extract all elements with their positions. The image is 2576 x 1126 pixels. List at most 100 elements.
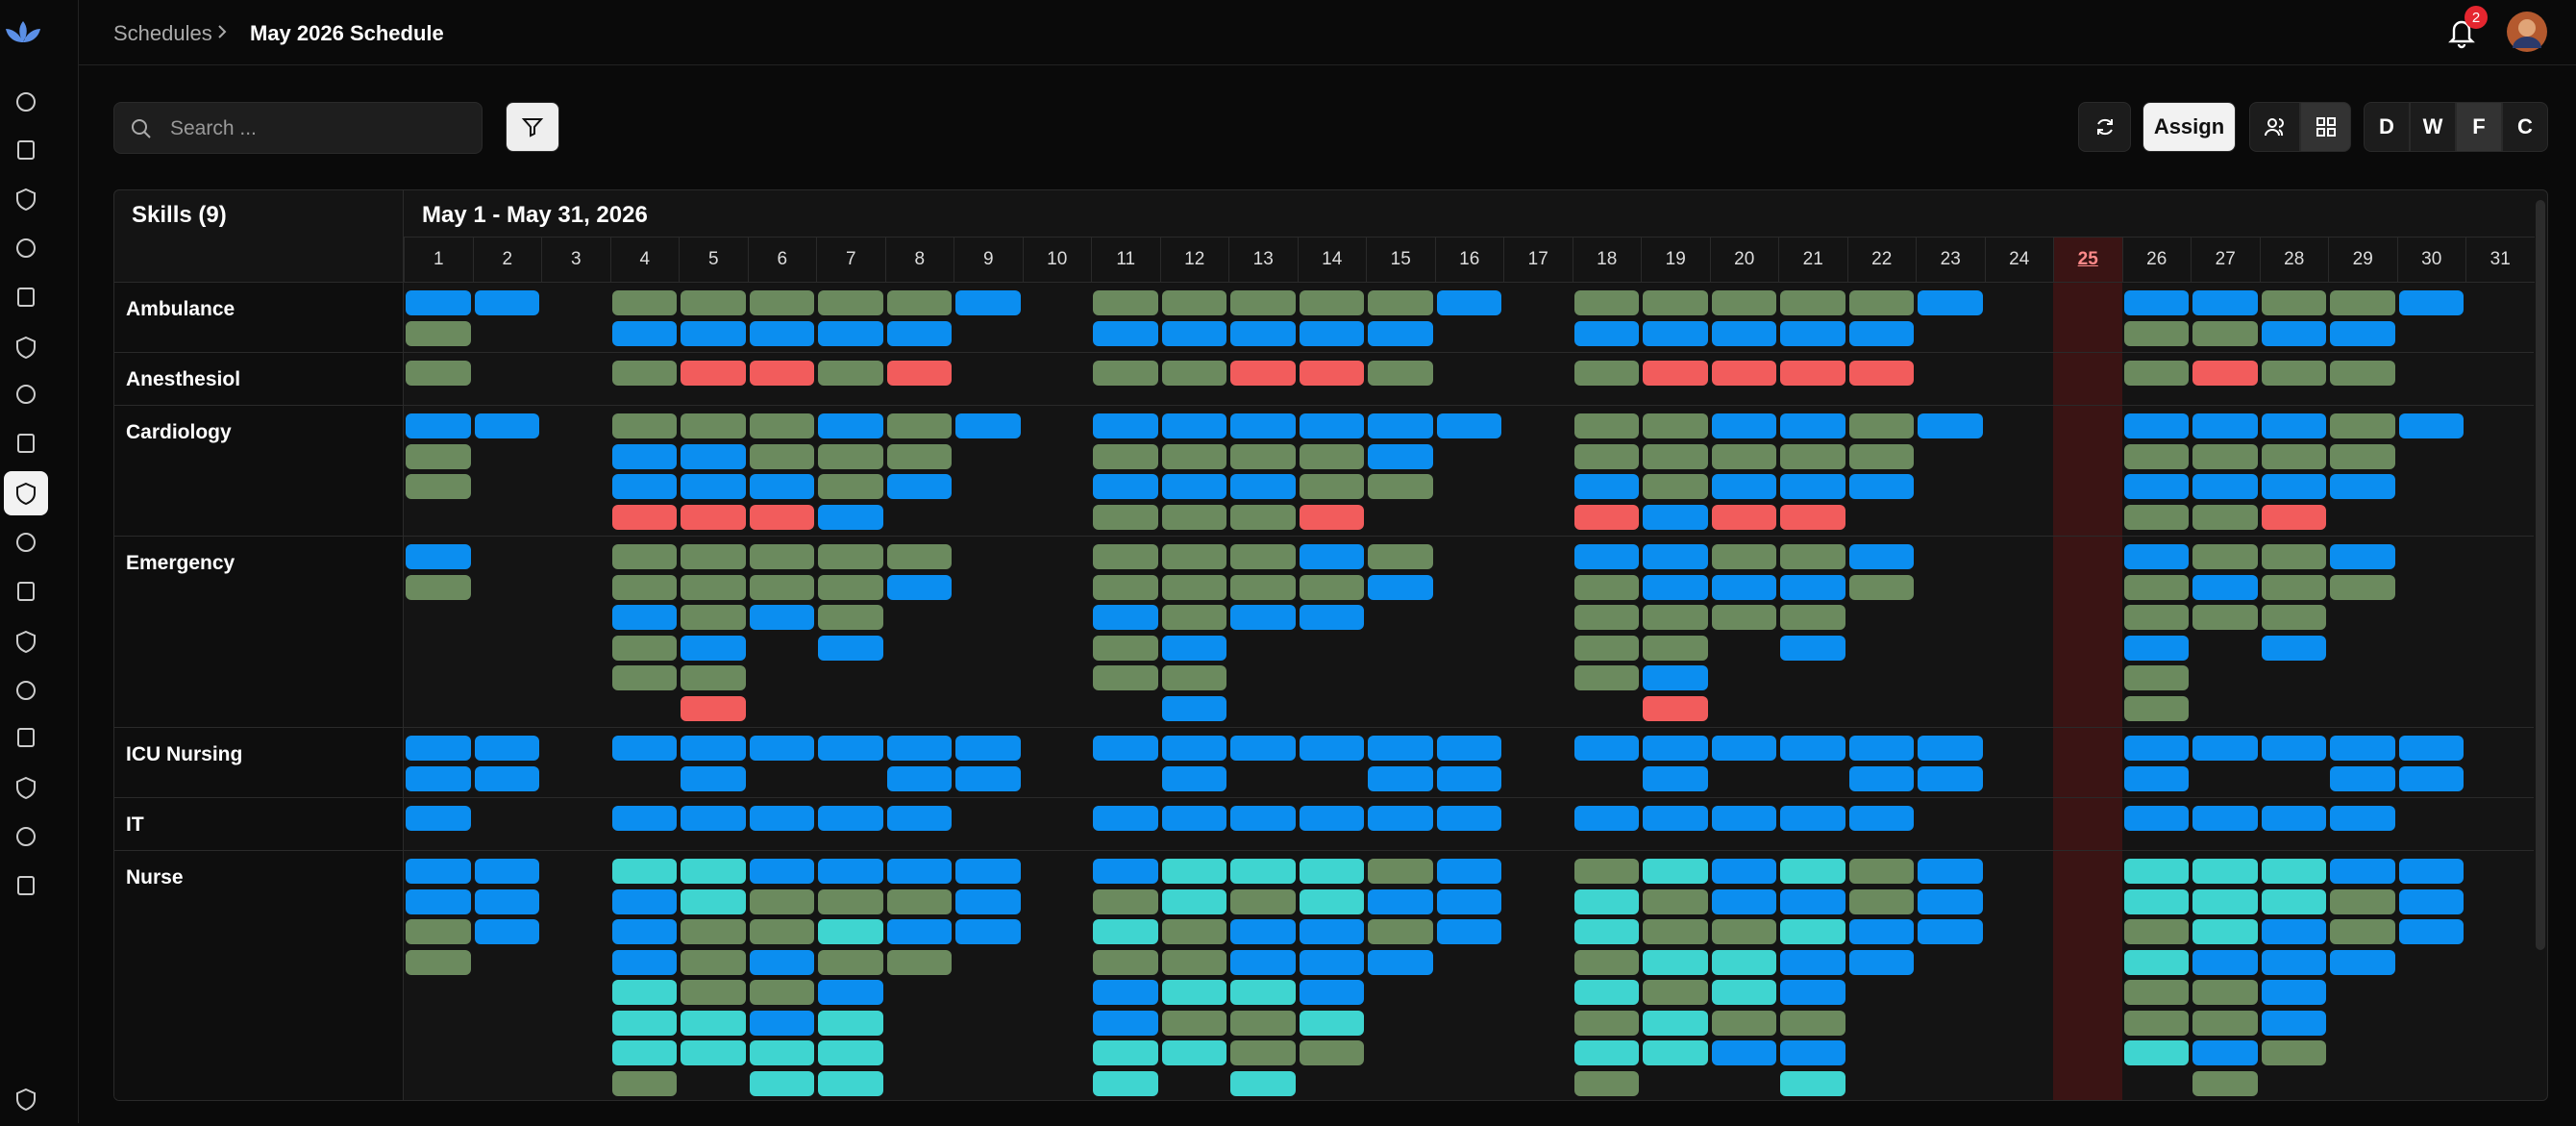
shift[interactable] bbox=[1711, 736, 1776, 761]
shift[interactable] bbox=[2192, 320, 2258, 346]
shift[interactable] bbox=[1573, 919, 1639, 944]
shift[interactable] bbox=[1368, 765, 1433, 791]
shift[interactable] bbox=[1780, 361, 1845, 386]
shift[interactable] bbox=[1643, 1010, 1708, 1036]
shift[interactable] bbox=[818, 888, 883, 914]
shift[interactable] bbox=[1368, 320, 1433, 346]
shift[interactable] bbox=[1573, 474, 1639, 499]
shift[interactable] bbox=[2261, 980, 2326, 1005]
shift[interactable] bbox=[2123, 413, 2189, 438]
shift[interactable] bbox=[818, 544, 883, 569]
shift[interactable] bbox=[1161, 413, 1226, 438]
shift[interactable] bbox=[1711, 1010, 1776, 1036]
shift[interactable] bbox=[2330, 806, 2395, 831]
shift[interactable] bbox=[1368, 443, 1433, 469]
shift[interactable] bbox=[2123, 320, 2189, 346]
shift[interactable] bbox=[749, 443, 814, 469]
shift[interactable] bbox=[1780, 980, 1845, 1005]
shift[interactable] bbox=[406, 361, 471, 386]
shift[interactable] bbox=[2261, 736, 2326, 761]
shift[interactable] bbox=[2261, 888, 2326, 914]
shift[interactable] bbox=[2192, 949, 2258, 975]
shift[interactable] bbox=[1299, 504, 1364, 530]
shift[interactable] bbox=[1780, 474, 1845, 499]
shift[interactable] bbox=[1230, 544, 1296, 569]
shift[interactable] bbox=[406, 949, 471, 975]
shift[interactable] bbox=[1436, 413, 1501, 438]
shift[interactable] bbox=[1711, 949, 1776, 975]
shift[interactable] bbox=[1230, 290, 1296, 315]
shift[interactable] bbox=[611, 980, 677, 1005]
shift[interactable] bbox=[2330, 919, 2395, 944]
shift[interactable] bbox=[1436, 919, 1501, 944]
shift[interactable] bbox=[2123, 504, 2189, 530]
shift[interactable] bbox=[681, 320, 746, 346]
shift[interactable] bbox=[2192, 544, 2258, 569]
shift[interactable] bbox=[818, 413, 883, 438]
shift[interactable] bbox=[1161, 504, 1226, 530]
shift[interactable] bbox=[1848, 413, 1914, 438]
view-button[interactable]: C bbox=[2502, 102, 2548, 152]
shift[interactable] bbox=[749, 806, 814, 831]
shift[interactable] bbox=[681, 1040, 746, 1065]
avatar[interactable] bbox=[2507, 12, 2547, 52]
shift[interactable] bbox=[818, 980, 883, 1005]
sidebar-toggle[interactable] bbox=[4, 1077, 48, 1121]
shift[interactable] bbox=[1093, 290, 1158, 315]
shift[interactable] bbox=[681, 605, 746, 630]
shift[interactable] bbox=[1161, 949, 1226, 975]
shift[interactable] bbox=[2123, 474, 2189, 499]
shift[interactable] bbox=[2123, 949, 2189, 975]
shift[interactable] bbox=[1711, 320, 1776, 346]
shift[interactable] bbox=[886, 736, 952, 761]
shift[interactable] bbox=[1093, 361, 1158, 386]
shift[interactable] bbox=[2398, 736, 2464, 761]
shift[interactable] bbox=[2123, 806, 2189, 831]
shift[interactable] bbox=[749, 1070, 814, 1096]
shift[interactable] bbox=[474, 736, 539, 761]
shift[interactable] bbox=[749, 888, 814, 914]
search-box[interactable]: Search ... bbox=[113, 102, 483, 154]
shift[interactable] bbox=[611, 474, 677, 499]
shift[interactable] bbox=[2192, 888, 2258, 914]
shift[interactable] bbox=[2192, 413, 2258, 438]
scrollbar[interactable] bbox=[2536, 200, 2545, 950]
shift[interactable] bbox=[749, 574, 814, 600]
shift[interactable] bbox=[1643, 290, 1708, 315]
view-button[interactable]: D bbox=[2364, 102, 2410, 152]
shift[interactable] bbox=[2123, 635, 2189, 661]
shift[interactable] bbox=[1573, 665, 1639, 690]
shift[interactable] bbox=[611, 1040, 677, 1065]
shift[interactable] bbox=[1918, 859, 1983, 884]
shift[interactable] bbox=[1780, 949, 1845, 975]
shift[interactable] bbox=[1093, 605, 1158, 630]
shift[interactable] bbox=[818, 361, 883, 386]
shift[interactable] bbox=[749, 320, 814, 346]
shift[interactable] bbox=[1093, 1010, 1158, 1036]
shift[interactable] bbox=[1230, 574, 1296, 600]
shift[interactable] bbox=[1711, 605, 1776, 630]
shift[interactable] bbox=[474, 859, 539, 884]
shift[interactable] bbox=[1848, 806, 1914, 831]
shift[interactable] bbox=[1780, 443, 1845, 469]
shift[interactable] bbox=[1161, 888, 1226, 914]
shift[interactable] bbox=[2123, 605, 2189, 630]
shift[interactable] bbox=[1161, 859, 1226, 884]
shift[interactable] bbox=[406, 290, 471, 315]
shift[interactable] bbox=[2330, 320, 2395, 346]
shift[interactable] bbox=[2261, 290, 2326, 315]
shift[interactable] bbox=[1848, 765, 1914, 791]
shift[interactable] bbox=[681, 765, 746, 791]
shift[interactable] bbox=[1230, 1010, 1296, 1036]
shift[interactable] bbox=[1299, 443, 1364, 469]
shift[interactable] bbox=[2192, 1040, 2258, 1065]
shift[interactable] bbox=[1780, 1040, 1845, 1065]
breadcrumb-parent[interactable]: Schedules bbox=[113, 21, 212, 45]
shift[interactable] bbox=[1711, 919, 1776, 944]
shift[interactable] bbox=[818, 635, 883, 661]
shift[interactable] bbox=[955, 859, 1021, 884]
nav-item[interactable] bbox=[4, 520, 48, 564]
shift[interactable] bbox=[818, 474, 883, 499]
shift[interactable] bbox=[1643, 806, 1708, 831]
shift[interactable] bbox=[1230, 413, 1296, 438]
